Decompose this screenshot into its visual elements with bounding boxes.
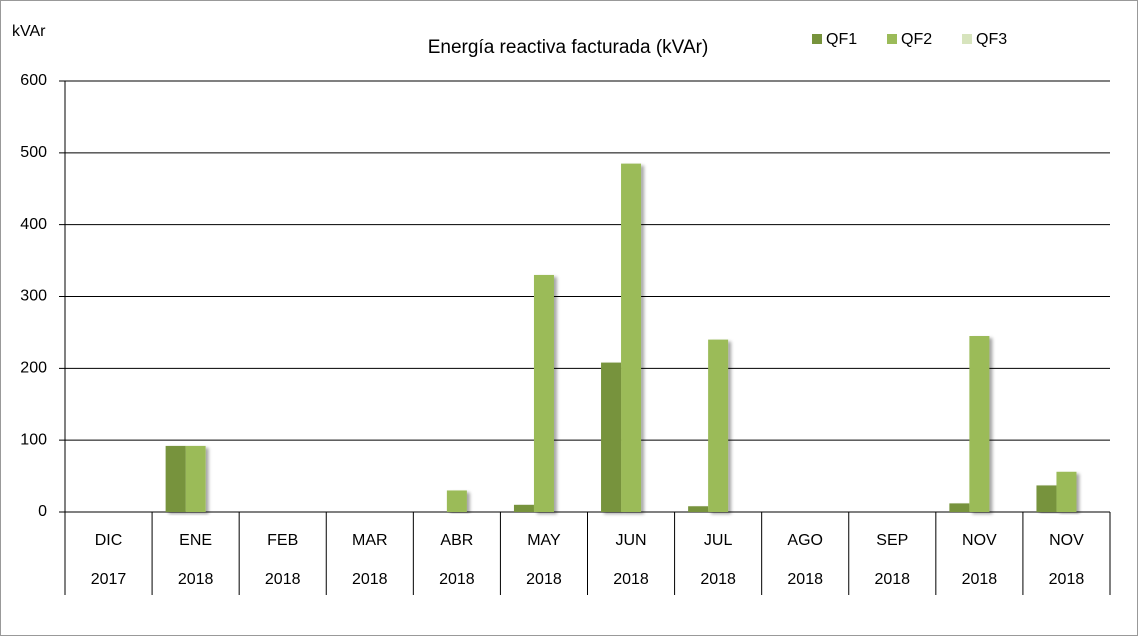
x-tick-label: 2018: [265, 571, 301, 588]
x-tick-label: SEP: [876, 532, 908, 549]
y-tick-label: 100: [20, 431, 47, 448]
x-tick-label: 2018: [787, 571, 823, 588]
x-tick-label: 2018: [526, 571, 562, 588]
x-tick-label: 2018: [613, 571, 649, 588]
x-tick-label: JUN: [615, 532, 646, 549]
x-tick-label: 2018: [439, 571, 475, 588]
x-tick-label: FEB: [267, 532, 298, 549]
legend-swatch: [887, 34, 897, 44]
x-tick-label: 2018: [874, 571, 910, 588]
bar: [165, 445, 186, 512]
y-tick-label: 300: [20, 288, 47, 305]
x-tick-label: 2018: [700, 571, 736, 588]
bar: [1036, 485, 1057, 512]
bar: [513, 504, 534, 512]
x-tick-label: 2018: [1049, 571, 1085, 588]
x-tick-label: ABR: [440, 532, 473, 549]
x-tick-label: MAR: [352, 532, 388, 549]
y-axis-label: kVAr: [12, 23, 46, 40]
y-tick-label: 400: [20, 216, 47, 233]
bar: [185, 445, 206, 512]
legend-label: QF2: [901, 31, 932, 48]
x-tick-label: AGO: [787, 532, 823, 549]
legend-swatch: [962, 34, 972, 44]
bar: [601, 362, 622, 512]
legend-label: QF3: [976, 31, 1007, 48]
x-tick-label: ENE: [179, 532, 212, 549]
x-tick-label: NOV: [1049, 532, 1084, 549]
legend-label: QF1: [826, 31, 857, 48]
legend-swatch: [812, 34, 822, 44]
y-tick-label: 200: [20, 360, 47, 377]
x-tick-label: 2018: [352, 571, 388, 588]
bar: [446, 490, 467, 512]
y-tick-label: 500: [20, 144, 47, 161]
chart-title: Energía reactiva facturada (kVAr): [428, 37, 709, 58]
y-tick-label: 0: [38, 503, 47, 520]
bar: [621, 163, 642, 512]
x-tick-label: DIC: [95, 532, 123, 549]
y-tick-label: 600: [20, 72, 47, 89]
bar: [688, 506, 709, 512]
x-tick-label: 2017: [91, 571, 127, 588]
bar: [1056, 471, 1077, 512]
bar: [708, 339, 729, 512]
x-tick-label: JUL: [704, 532, 733, 549]
bar: [949, 503, 970, 512]
x-tick-label: 2018: [178, 571, 214, 588]
x-tick-label: MAY: [527, 532, 561, 549]
bar: [969, 336, 990, 512]
x-tick-label: 2018: [962, 571, 998, 588]
x-tick-label: NOV: [962, 532, 997, 549]
bar: [533, 274, 554, 512]
